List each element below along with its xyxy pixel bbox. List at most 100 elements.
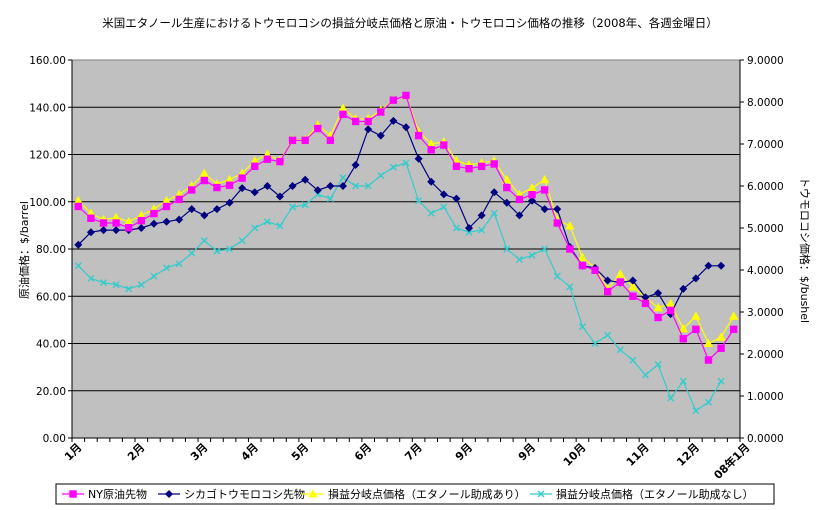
x-tick-label: 2月 — [125, 441, 147, 463]
data-point — [490, 209, 498, 217]
data-point — [188, 186, 196, 194]
data-point — [679, 335, 687, 343]
series-2 — [74, 116, 726, 319]
data-point — [717, 261, 726, 270]
data-point — [704, 356, 713, 364]
data-point — [427, 177, 436, 186]
data-point — [539, 174, 550, 184]
data-point — [553, 205, 562, 214]
data-point — [86, 228, 95, 237]
data-point — [99, 219, 108, 227]
legend: NY原油先物 シカゴトウモロコシ先物 損益分岐点価格（エタノール助成あり） 損益分岐点… — [55, 483, 775, 505]
data-point — [112, 219, 120, 227]
right-tick-label: 2.0000 — [747, 349, 784, 361]
data-point — [616, 278, 624, 286]
data-point — [654, 289, 663, 298]
data-point — [553, 272, 561, 280]
left-tick-label: 80.00 — [36, 244, 66, 256]
left-axis: 0.00 20.00 40.00 60.00 80.00 100.00 120.00 140.… — [29, 55, 73, 445]
data-point — [275, 192, 284, 201]
data-point — [100, 279, 108, 287]
data-point — [502, 174, 512, 184]
right-axis: 0.0000 1.0000 2.0000 3.0000 4.0000 5.0000 6.00… — [739, 55, 784, 445]
data-point — [137, 216, 146, 225]
data-point — [213, 247, 221, 255]
left-tick-label: 160.00 — [29, 55, 66, 67]
data-point — [377, 108, 385, 116]
left-tick-label: 40.00 — [36, 339, 66, 351]
right-tick-label: 8.0000 — [747, 97, 784, 109]
left-axis-title: 原油価格：$/barrel — [17, 201, 31, 299]
x-tick-label: 3月 — [188, 441, 210, 463]
data-point — [326, 181, 335, 191]
data-point — [125, 285, 133, 293]
data-point — [502, 198, 511, 207]
data-point — [339, 110, 347, 119]
data-point — [301, 136, 309, 145]
x-tick-label: 08年1月 — [711, 440, 753, 482]
data-point — [503, 245, 511, 253]
data-point — [641, 299, 650, 308]
data-point — [402, 91, 410, 100]
data-point — [212, 205, 221, 214]
legend-label: シカゴトウモロコシ先物 — [184, 487, 305, 501]
data-point — [175, 195, 183, 204]
right-tick-label: 7.0000 — [747, 139, 784, 151]
x-tick-label: 5月 — [289, 441, 311, 463]
left-tick-label: 60.00 — [36, 291, 66, 303]
data-point — [440, 203, 448, 211]
data-point — [389, 96, 398, 104]
right-tick-label: 9.0000 — [747, 55, 784, 67]
data-point — [364, 125, 373, 134]
data-point — [703, 338, 714, 348]
data-point — [150, 272, 158, 280]
series-4 — [74, 159, 725, 415]
data-point — [199, 168, 209, 177]
data-point — [653, 302, 663, 312]
data-point — [364, 117, 372, 126]
data-point — [477, 162, 486, 171]
data-point — [490, 188, 499, 197]
data-point — [452, 224, 460, 232]
data-point — [629, 356, 637, 364]
data-point — [389, 116, 398, 125]
data-point — [238, 237, 246, 245]
data-point — [87, 274, 95, 282]
data-point — [667, 394, 675, 402]
data-point — [200, 237, 208, 245]
data-point — [528, 251, 536, 259]
data-point — [528, 190, 536, 199]
data-point — [225, 198, 234, 207]
data-point — [629, 292, 637, 300]
data-point — [352, 182, 360, 190]
series-line — [77, 120, 722, 316]
legend-marker — [164, 489, 174, 499]
data-point — [314, 190, 322, 198]
data-point — [213, 183, 221, 192]
data-point — [603, 276, 612, 285]
x-tick-label: 4月 — [238, 441, 260, 463]
data-point — [729, 325, 738, 334]
legend-entry-1: NY原油先物 — [62, 487, 147, 501]
data-point — [326, 195, 334, 203]
data-point — [679, 377, 687, 385]
data-point — [565, 221, 575, 230]
data-point — [591, 266, 599, 274]
data-point — [603, 287, 612, 296]
data-point — [226, 245, 234, 253]
data-point — [175, 215, 184, 224]
legend-box — [55, 483, 775, 505]
data-point — [364, 182, 372, 190]
x-tick-label: 10月 — [561, 441, 589, 469]
data-point — [440, 141, 448, 149]
data-point — [666, 298, 676, 308]
data-point — [188, 249, 196, 257]
data-point — [175, 260, 183, 268]
data-point — [654, 313, 662, 322]
data-point — [716, 332, 726, 341]
data-point — [465, 164, 473, 173]
data-point — [628, 281, 638, 291]
right-tick-label: 6.0000 — [747, 181, 784, 193]
data-point — [415, 197, 423, 205]
legend-label: 損益分岐点価格（エタノール助成あり） — [328, 487, 526, 501]
